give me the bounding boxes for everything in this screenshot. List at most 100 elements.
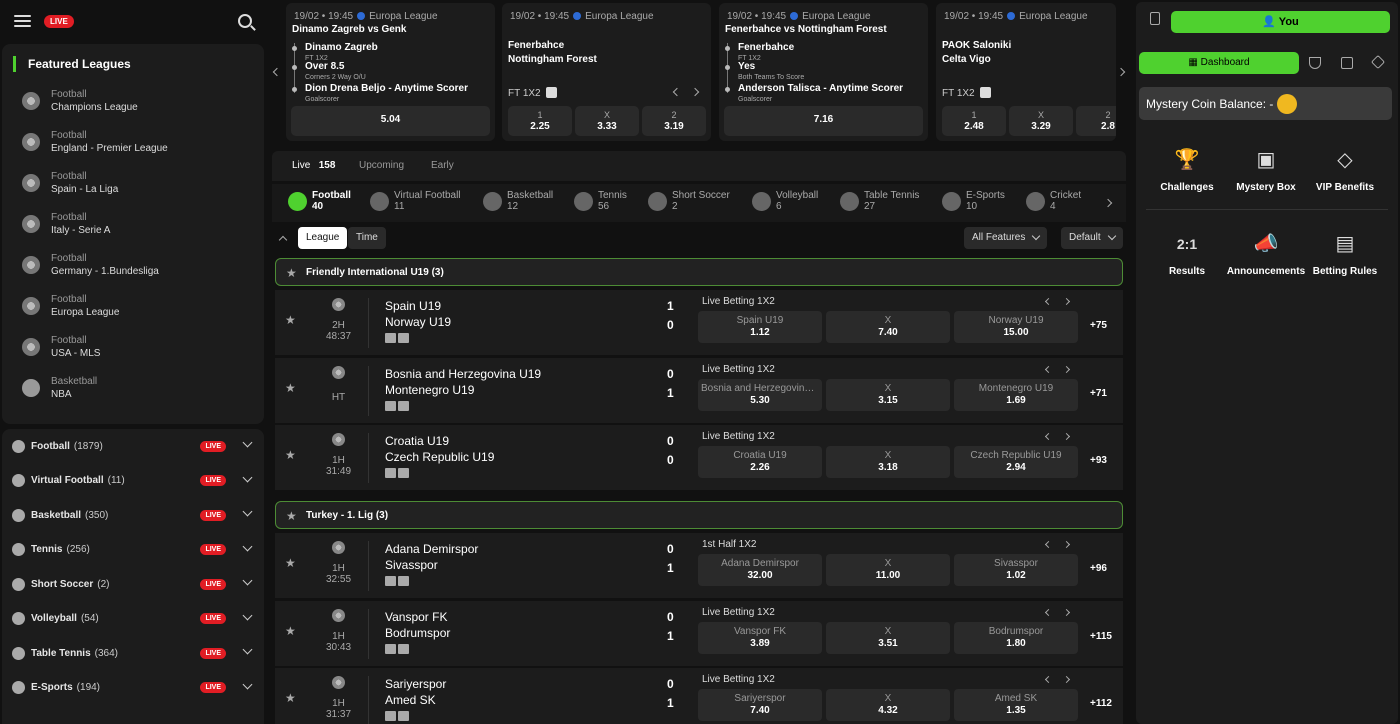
odds-button[interactable]: X 3.15 [826,378,950,411]
star-icon[interactable]: ★ [285,556,296,570]
live-badge[interactable]: LIVE [44,14,74,28]
group-by-time-button[interactable]: Time [348,227,386,249]
odds-button[interactable]: Croatia U19 2.26 [698,446,822,478]
league-header[interactable]: ★ Friendly International U19 (3) [275,258,1123,286]
more-markets-link[interactable]: +115 [1090,630,1112,642]
odds-button[interactable]: X 3.18 [826,446,950,478]
sport-tab[interactable]: Table Tennis 27 [840,190,919,212]
match-row[interactable]: ★ 1H 32:55 Adana Demirspor Sivasspor 0 1 1st Ha… [275,533,1123,599]
market-next-icon[interactable] [1062,297,1071,306]
sport-tab[interactable]: Volleyball 6 [752,190,818,212]
star-icon[interactable]: ★ [286,509,297,523]
featured-league-item[interactable]: Football Europa League [22,294,119,318]
cards-next-icon[interactable] [1116,67,1126,77]
market-prev-icon[interactable] [1044,432,1053,441]
chevron-down-icon[interactable] [242,506,253,517]
market-prev-icon[interactable] [1044,540,1053,549]
match-row[interactable]: ★ HT Bosnia and Herzegovina U19 Montenegro … [275,357,1123,424]
sort-dropdown[interactable]: Default [1061,227,1123,249]
market-prev-icon[interactable] [672,87,682,97]
chevron-down-icon[interactable] [242,644,253,655]
more-markets-link[interactable]: +112 [1090,698,1112,709]
featured-bet-card[interactable]: 19/02 • 19:45 Europa League Dinamo Zagreb … [286,3,495,141]
mystery-box-tile[interactable]: ▣ Mystery Box [1226,148,1306,193]
sport-item[interactable]: Virtual Football (11) LIVE [12,471,257,491]
menu-icon[interactable] [14,15,31,27]
all-features-dropdown[interactable]: All Features [964,227,1048,249]
odds-button[interactable]: X 3.51 [826,621,950,654]
featured-league-item[interactable]: Football England - Premier League [22,130,168,154]
featured-bet-card[interactable]: 19/02 • 19:45 Europa League Fenerbahce Nott… [502,3,711,141]
odds-button[interactable]: Sariyerspor 7.40 [698,689,822,721]
match-row[interactable]: ★ 1H 31:49 Croatia U19 Czech Republic U19 0 0 L… [275,425,1123,491]
sport-tab[interactable]: Cricket 4 [1026,190,1081,212]
sport-item[interactable]: Football (1879) LIVE [12,436,257,456]
odds-button[interactable]: 2 3.19 [642,106,706,136]
odds-button[interactable]: Adana Demirspor 32.00 [698,554,822,586]
chevron-down-icon[interactable] [242,575,253,586]
sport-tab[interactable]: Football 40 [288,190,351,212]
featured-league-item[interactable]: Football USA - MLS [22,335,100,359]
odds-button[interactable]: X 3.29 [1009,106,1073,136]
stats-icon[interactable] [385,643,410,654]
featured-league-item[interactable]: Basketball NBA [22,376,97,400]
chevron-down-icon[interactable] [242,610,253,620]
sport-item[interactable]: Tennis (256) LIVE [12,540,257,560]
sport-item[interactable]: Basketball (350) LIVE [12,505,257,525]
diamond-icon[interactable] [1370,54,1386,70]
results-tile[interactable]: 2:1 Results [1147,232,1227,277]
odds-button[interactable]: 1 2.48 [942,106,1006,136]
star-icon[interactable]: ★ [285,380,296,395]
search-icon[interactable] [238,14,252,28]
more-markets-link[interactable]: +96 [1090,563,1107,574]
market-next-icon[interactable] [690,87,700,97]
tab-early[interactable]: Early [431,160,454,171]
market-prev-icon[interactable] [1044,297,1053,306]
featured-league-item[interactable]: Football Spain - La Liga [22,171,118,195]
stats-icon[interactable] [385,400,410,411]
featured-league-item[interactable]: Football Italy - Serie A [22,212,110,236]
odds-button[interactable]: X 4.32 [826,689,950,721]
you-button[interactable]: 👤 You [1171,11,1390,33]
market-next-icon[interactable] [1062,432,1071,441]
tab-live[interactable]: Live 158 [292,160,336,171]
odds-button[interactable]: Bosnia and Herzegovina U19 5.30 [698,378,822,411]
sport-item[interactable]: Short Soccer (2) LIVE [12,574,257,594]
chevron-down-icon[interactable] [242,679,253,689]
group-by-league-button[interactable]: League [298,227,348,249]
odds-button[interactable]: Norway U19 15.00 [954,311,1078,343]
star-icon[interactable]: ★ [285,448,296,462]
sport-tab[interactable]: Short Soccer 2 [648,190,730,212]
odds-button[interactable]: Montenegro U19 1.69 [954,378,1078,411]
sport-tab[interactable]: Virtual Football 11 [370,190,461,212]
tab-upcoming[interactable]: Upcoming [359,160,405,171]
sport-item[interactable]: Table Tennis (364) LIVE [12,643,257,663]
sport-item[interactable]: Volleyball (54) LIVE [12,609,257,629]
trophy-icon[interactable] [1309,57,1321,69]
sport-tab[interactable]: Tennis 56 [574,190,627,212]
featured-bet-card[interactable]: 19/02 • 19:45 Europa League Fenerbahce vs … [719,3,928,141]
odds-button[interactable]: X 7.40 [826,311,950,343]
sport-tab[interactable]: E-Sports 10 [942,190,1005,212]
star-icon[interactable]: ★ [285,691,296,705]
chevron-down-icon[interactable] [242,472,253,482]
star-icon[interactable]: ★ [286,266,297,280]
chevron-down-icon[interactable] [242,437,253,448]
odds-button[interactable]: X 3.33 [575,106,639,136]
odds-button[interactable]: X 11.00 [826,554,950,586]
stats-icon[interactable] [385,333,410,343]
collapse-icon[interactable] [278,235,288,245]
combo-odds-button[interactable]: 5.04 [291,106,490,136]
sport-tabs-next-icon[interactable] [1103,198,1113,208]
market-next-icon[interactable] [1062,365,1071,373]
chevron-down-icon[interactable] [242,541,253,551]
combo-odds-button[interactable]: 7.16 [724,106,923,136]
odds-button[interactable]: 1 2.25 [508,106,572,136]
market-next-icon[interactable] [1062,608,1071,616]
match-row[interactable]: ★ 1H 31:37 Sariyerspor Amed SK 0 1 Live Betting… [275,668,1123,724]
league-header[interactable]: ★ Turkey - 1. Lig (3) [275,501,1123,529]
more-markets-link[interactable]: +75 [1090,320,1107,331]
sport-item[interactable]: E-Sports (194) LIVE [12,678,257,698]
odds-button[interactable]: Sivasspor 1.02 [954,554,1078,586]
more-markets-link[interactable]: +93 [1090,455,1107,466]
